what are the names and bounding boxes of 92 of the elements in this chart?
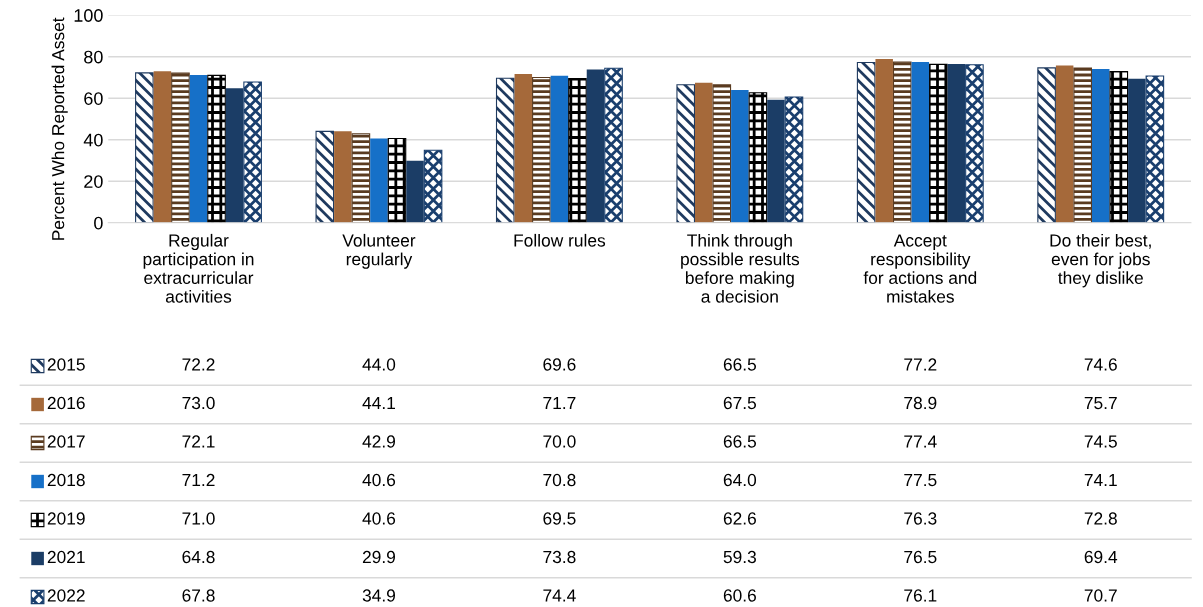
bar — [875, 58, 893, 223]
bar — [334, 131, 352, 223]
data-label: 73.0 — [182, 396, 215, 410]
data-label: 44.1 — [362, 397, 395, 409]
data-label: 29.9 — [362, 550, 396, 564]
bar — [568, 77, 587, 223]
data-label: 76.5 — [904, 550, 937, 564]
data-label: 62.6 — [723, 512, 756, 525]
data-label: 34.9 — [362, 589, 396, 602]
legend-label: 2016 — [47, 396, 85, 410]
y-tick-label: 60 — [84, 92, 103, 105]
bar — [1055, 65, 1074, 223]
data-label: 44.0 — [362, 358, 396, 371]
bar — [731, 89, 749, 223]
bar — [550, 75, 569, 223]
legend-label: 2015 — [47, 358, 85, 371]
bar — [712, 84, 732, 223]
data-label: 66.5 — [723, 435, 757, 448]
data-label: 75.7 — [1084, 397, 1117, 410]
y-tick-label: 80 — [84, 50, 103, 64]
legend-label: 2017 — [47, 435, 85, 448]
x-tick-label: Volunteer regularly — [342, 233, 416, 269]
bar — [315, 130, 335, 223]
x-tick-label: Accept responsibility for actions and mistakes — [863, 234, 977, 303]
y-tick-label: 20 — [84, 175, 103, 188]
data-label: 69.6 — [543, 358, 576, 371]
legend-label: 2019 — [47, 512, 85, 525]
data-label: 67.5 — [723, 396, 757, 410]
bar — [370, 138, 388, 223]
bar — [207, 74, 226, 223]
legend-label: 2021 — [47, 550, 85, 564]
bar — [532, 76, 551, 223]
data-label: 71.2 — [182, 473, 215, 486]
data-label: 77.2 — [904, 358, 937, 371]
bar — [1091, 68, 1110, 223]
data-label: 40.6 — [362, 512, 396, 525]
bar — [1037, 67, 1056, 223]
data-label: 71.0 — [182, 512, 215, 525]
bar — [676, 84, 696, 223]
data-label: 74.6 — [1084, 358, 1117, 371]
legend-label: 2018 — [47, 473, 85, 487]
data-label: 64.8 — [182, 550, 215, 564]
y-tick-label: 0 — [94, 216, 103, 230]
data-label: 78.9 — [904, 396, 937, 410]
data-label: 77.4 — [904, 435, 937, 448]
data-label: 77.5 — [904, 474, 937, 487]
data-label: 60.6 — [723, 589, 756, 602]
data-label: 70.0 — [543, 435, 576, 448]
data-label: 40.6 — [362, 473, 396, 487]
bar — [856, 61, 876, 223]
x-tick-label: Do their best, even for jobs they dislike — [1050, 233, 1151, 288]
bar — [892, 61, 912, 223]
data-label: 70.8 — [543, 473, 576, 487]
bar — [171, 72, 190, 223]
x-tick-label: Regular participation in extracurricular activities — [143, 233, 254, 303]
data-label: 74.4 — [543, 589, 576, 602]
data-label: 69.5 — [543, 512, 576, 525]
data-label: 67.8 — [182, 589, 215, 602]
data-label: 42.9 — [362, 435, 396, 448]
data-label: 76.1 — [904, 589, 937, 602]
y-axis-title: Percent Who Reported Asset — [51, 17, 68, 240]
data-label: 71.7 — [543, 397, 576, 409]
data-label: 70.7 — [1084, 589, 1117, 602]
bar — [495, 77, 515, 223]
bar — [1109, 71, 1129, 223]
bar — [135, 72, 154, 223]
bar — [911, 61, 930, 223]
bar — [351, 133, 371, 223]
legend-label: 2022 — [47, 589, 85, 602]
data-label: 64.0 — [723, 473, 757, 487]
y-tick-label: 40 — [83, 133, 103, 147]
bar — [1073, 67, 1093, 223]
data-label: 73.8 — [543, 550, 576, 564]
x-tick-label: Think through possible results before making a decision — [681, 233, 800, 303]
data-label: 74.5 — [1084, 435, 1117, 448]
data-label: 66.5 — [723, 358, 757, 371]
bar — [929, 63, 948, 223]
bar — [189, 74, 208, 223]
bar — [695, 82, 713, 223]
bar — [153, 71, 172, 223]
y-tick-label: 100 — [74, 9, 103, 22]
data-label: 74.1 — [1084, 474, 1117, 486]
bar — [748, 92, 768, 223]
data-label: 69.4 — [1084, 550, 1118, 564]
data-label: 72.1 — [182, 435, 215, 448]
bar — [387, 137, 407, 223]
data-label: 72.8 — [1084, 512, 1117, 525]
bar — [514, 73, 533, 223]
x-tick-label: Follow rules — [514, 233, 606, 247]
data-label: 59.3 — [723, 550, 756, 564]
data-label: 72.2 — [182, 358, 215, 371]
data-label: 76.3 — [904, 512, 937, 525]
